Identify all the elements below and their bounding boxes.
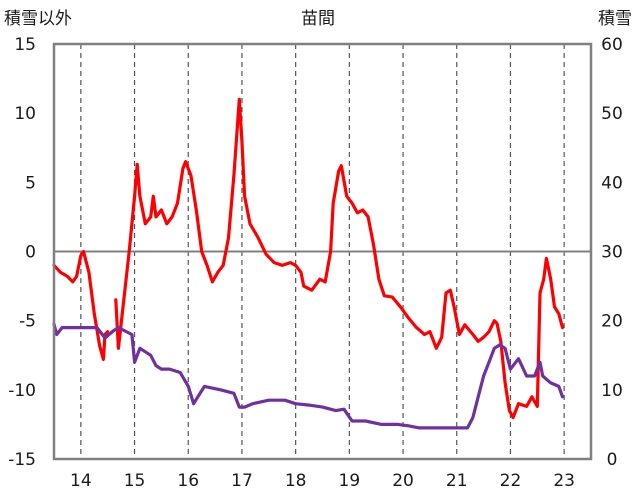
x-tick-label: 21: [446, 471, 468, 491]
x-tick-label: 14: [70, 471, 92, 491]
y-right-tick-label: 0: [607, 450, 618, 470]
x-tick-label: 18: [285, 471, 307, 491]
y-left-tick-label: -10: [8, 381, 36, 401]
y-right-tick-label: 30: [601, 243, 623, 263]
x-tick-label: 19: [339, 471, 361, 491]
left-axis-label: 積雪以外: [4, 9, 72, 29]
series-line-snow: [52, 322, 565, 430]
y-right-tick-label: 60: [601, 35, 623, 55]
y-left-tick-label: 15: [14, 35, 36, 55]
x-tick-label: 15: [124, 471, 146, 491]
x-tick-label: 23: [553, 471, 575, 491]
grid: [54, 44, 591, 459]
plot-frame: [52, 42, 593, 461]
series-group: [52, 97, 565, 430]
x-tick-label: 20: [392, 471, 414, 491]
y-left-tick-label: 0: [25, 243, 36, 263]
y-left-tick-label: -5: [19, 312, 36, 332]
right-axis-label: 積雪: [598, 9, 632, 29]
y-left-tick-label: -15: [8, 450, 36, 470]
y-right-tick-label: 10: [601, 381, 623, 401]
x-tick-label: 22: [500, 471, 522, 491]
x-tick-label: 16: [177, 471, 199, 491]
y-left-tick-label: 10: [14, 104, 36, 124]
series-line-non-snow: [52, 97, 565, 420]
y-right-tick-label: 50: [601, 104, 623, 124]
y-left-tick-label: 5: [25, 173, 36, 193]
y-right-tick-label: 40: [601, 173, 623, 193]
y-right-tick-label: 20: [601, 312, 623, 332]
x-tick-label: 17: [231, 471, 253, 491]
tick-labels: 14 15 16 17 18 19 20 21 22 23151050-5-10-15605040…: [8, 35, 623, 491]
chart-title: 苗間: [301, 9, 335, 29]
